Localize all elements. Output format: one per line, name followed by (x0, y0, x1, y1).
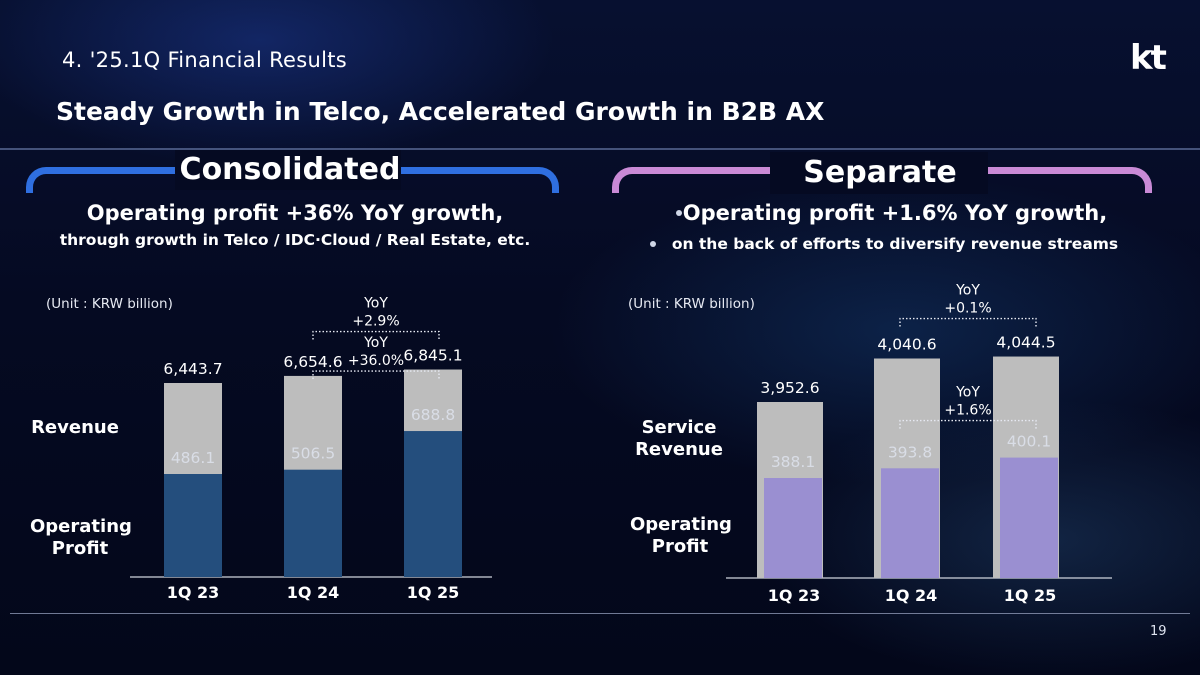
yoy-value: +0.1% (944, 301, 991, 317)
separate-desc-line2: on the back of efforts to diversify reve… (671, 235, 1119, 253)
yoy-value: +2.9% (352, 314, 399, 330)
operating-profit-value-label: 388.1 (771, 453, 815, 471)
operating-profit-value-label: 486.1 (171, 449, 215, 467)
yoy-label: YoY (363, 335, 388, 351)
separate-op-label-line1: Operating (630, 514, 732, 535)
revenue-value-label: 4,044.5 (996, 334, 1055, 352)
revenue-value-label: 6,443.7 (163, 360, 222, 378)
footer-divider (10, 613, 1190, 614)
category-tick-label: 1Q 23 (167, 583, 220, 602)
category-tick-label: 1Q 24 (287, 583, 340, 602)
consolidated-revenue-label: Revenue (31, 417, 119, 438)
yoy-label: YoY (363, 296, 388, 312)
consolidated-desc-line2: through growth in Telco / IDC·Cloud / Re… (59, 231, 531, 249)
yoy-bracket (312, 370, 440, 380)
yoy-value: +1.6% (944, 403, 991, 419)
yoy-label: YoY (955, 385, 980, 401)
kt-logo: kt (1130, 38, 1167, 78)
separate-revenue-label: Service Revenue (634, 417, 724, 461)
operating-profit-value-label: 400.1 (1007, 433, 1051, 451)
consolidated-heading: Consolidated (179, 152, 401, 187)
consolidated-op-label: Operating Profit (30, 516, 132, 560)
operating-profit-bar (404, 431, 462, 577)
bullet-icon (676, 210, 682, 216)
operating-profit-bar (764, 478, 822, 578)
page-title: 4. '25.1Q Financial Results (62, 48, 348, 72)
consolidated-desc-line1: Operating profit +36% YoY growth, (86, 201, 504, 225)
consolidated-op-label-line2: Profit (51, 538, 109, 559)
category-tick-label: 1Q 24 (885, 586, 938, 605)
separate-heading-backdrop (770, 152, 988, 194)
consolidated-unit: (Unit : KRW billion) (46, 296, 173, 312)
page-number: 19 (1150, 624, 1167, 639)
yoy-bracket (899, 317, 1037, 327)
bullet-icon (650, 241, 656, 247)
operating-profit-bar (1000, 457, 1058, 578)
revenue-value-label: 6,654.6 (283, 353, 342, 371)
separate-revenue-label-line2: Revenue (635, 439, 723, 460)
yoy-label: YoY (955, 283, 980, 299)
operating-profit-value-label: 506.5 (291, 445, 335, 463)
operating-profit-bar (284, 469, 342, 577)
revenue-value-label: 6,845.1 (403, 347, 462, 365)
yoy-bracket (312, 330, 440, 340)
page-subtitle: Steady Growth in Telco, Accelerated Grow… (56, 97, 825, 126)
separate-desc-line1: Operating profit +1.6% YoY growth, (682, 201, 1108, 225)
separate-heading: Separate (803, 155, 957, 190)
consolidated-op-label-line1: Operating (30, 516, 132, 537)
yoy-value: +36.0% (348, 353, 404, 369)
operating-profit-value-label: 393.8 (888, 443, 932, 461)
category-tick-label: 1Q 25 (1004, 586, 1057, 605)
revenue-value-label: 4,040.6 (877, 335, 936, 353)
separate-op-label-line2: Profit (651, 536, 709, 557)
consolidated-heading-backdrop (175, 150, 401, 190)
revenue-value-label: 3,952.6 (760, 379, 819, 397)
separate-unit: (Unit : KRW billion) (628, 296, 755, 312)
yoy-bracket (899, 419, 1037, 429)
operating-profit-bar (164, 474, 222, 577)
separate-revenue-label-line1: Service (641, 417, 717, 438)
header-divider (0, 148, 1200, 150)
operating-profit-value-label: 688.8 (411, 406, 455, 424)
category-tick-label: 1Q 25 (407, 583, 460, 602)
separate-op-label: Operating Profit (630, 514, 732, 558)
category-tick-label: 1Q 23 (768, 586, 821, 605)
operating-profit-bar (881, 468, 939, 578)
